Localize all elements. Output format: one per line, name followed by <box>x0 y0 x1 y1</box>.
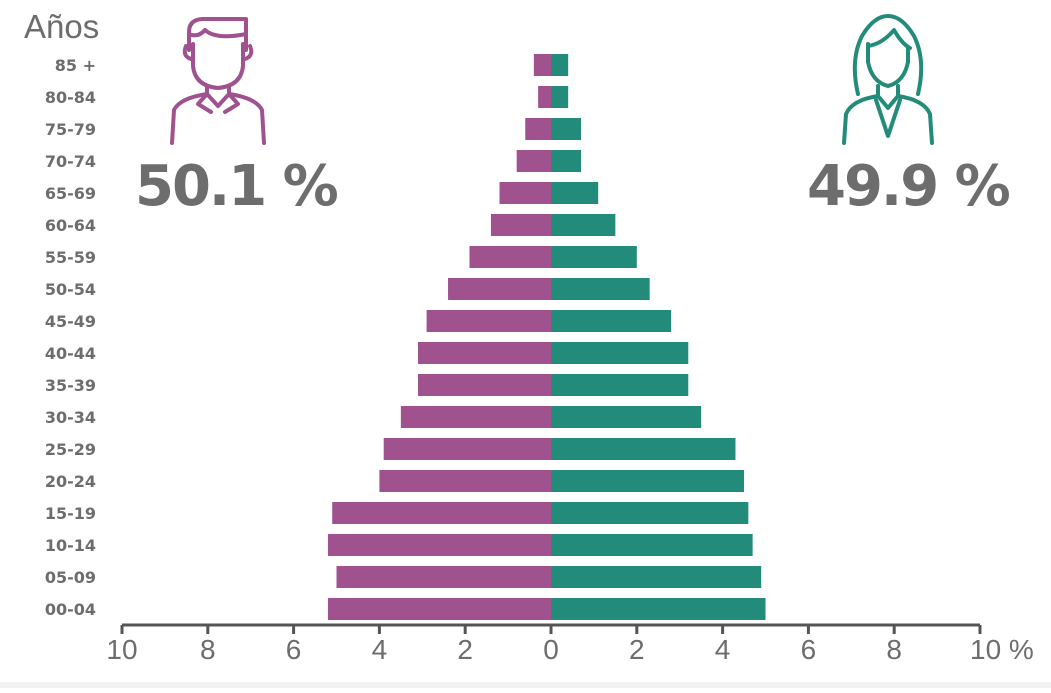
bar-male-13 <box>379 470 551 492</box>
bar-male-9 <box>418 342 551 364</box>
bar-female-8 <box>551 310 672 332</box>
bar-male-10 <box>418 374 551 396</box>
age-group-labels: 85 + 80-84 75-79 70-74 65-69 60-64 55-59 50-54 4… <box>45 56 96 619</box>
age-label-5: 60-64 <box>45 216 96 235</box>
age-label-13: 20-24 <box>45 472 96 491</box>
bar-male-0 <box>533 54 551 76</box>
x-tick-label-5: 0 <box>543 634 559 665</box>
footer-strip <box>0 682 1051 688</box>
x-tick-label-9: 8 <box>886 634 902 665</box>
bar-male-2 <box>525 118 551 140</box>
bar-male-3 <box>516 150 551 172</box>
x-tick-label-3: 4 <box>372 634 388 665</box>
age-label-11: 30-34 <box>45 408 96 427</box>
bar-male-6 <box>469 246 551 268</box>
bar-female-12 <box>551 438 736 460</box>
bar-male-4 <box>499 182 551 204</box>
bar-female-0 <box>551 54 569 76</box>
bar-male-8 <box>426 310 551 332</box>
bar-female-13 <box>551 470 745 492</box>
age-label-0: 85 + <box>55 56 96 75</box>
bar-female-1 <box>551 86 569 108</box>
y-axis-title: Años <box>24 8 99 45</box>
bar-male-15 <box>327 534 551 556</box>
bar-male-7 <box>448 278 551 300</box>
x-tick-label-1: 8 <box>200 634 216 665</box>
bar-female-17 <box>551 598 766 620</box>
x-tick-label-7: 4 <box>715 634 731 665</box>
bar-male-16 <box>336 566 551 588</box>
x-tick-label-8: 6 <box>801 634 817 665</box>
bar-male-14 <box>332 502 551 524</box>
bar-male-12 <box>383 438 551 460</box>
bar-male-1 <box>538 86 551 108</box>
female-percentage: 49.9 % <box>807 154 1010 219</box>
age-label-3: 70-74 <box>45 152 96 171</box>
bar-female-15 <box>551 534 753 556</box>
age-label-17: 00-04 <box>45 600 96 619</box>
x-axis: 10 8 6 4 2 0 2 4 6 8 10 % <box>106 623 1034 665</box>
bar-female-3 <box>551 150 582 172</box>
man-avatar-icon <box>170 17 266 145</box>
age-label-12: 25-29 <box>45 440 96 459</box>
bar-female-2 <box>551 118 582 140</box>
bar-female-5 <box>551 214 616 236</box>
bar-female-7 <box>551 278 650 300</box>
woman-avatar-icon <box>842 14 934 145</box>
bar-series-group <box>327 54 766 620</box>
age-label-15: 10-14 <box>45 536 96 555</box>
bar-male-5 <box>490 214 551 236</box>
bar-female-11 <box>551 406 702 428</box>
bar-female-9 <box>551 342 689 364</box>
age-label-16: 05-09 <box>45 568 96 587</box>
bar-female-6 <box>551 246 637 268</box>
age-label-4: 65-69 <box>45 184 96 203</box>
x-tick-label-0: 10 <box>106 634 137 665</box>
x-tick-label-6: 2 <box>629 634 645 665</box>
x-tick-label-4: 2 <box>457 634 473 665</box>
age-label-10: 35-39 <box>45 376 96 395</box>
x-tick-label-2: 6 <box>286 634 302 665</box>
age-label-14: 15-19 <box>45 504 96 523</box>
bar-male-17 <box>327 598 551 620</box>
male-percentage: 50.1 % <box>135 154 338 219</box>
bar-female-10 <box>551 374 689 396</box>
age-label-9: 40-44 <box>45 344 96 363</box>
age-label-6: 55-59 <box>45 248 96 267</box>
x-tick-label-10: 10 % <box>970 634 1034 665</box>
age-label-2: 75-79 <box>45 120 96 139</box>
age-label-1: 80-84 <box>45 88 96 107</box>
age-label-7: 50-54 <box>45 280 96 299</box>
bar-male-11 <box>400 406 551 428</box>
bar-female-4 <box>551 182 599 204</box>
bar-female-14 <box>551 502 749 524</box>
age-label-8: 45-49 <box>45 312 96 331</box>
bar-female-16 <box>551 566 762 588</box>
